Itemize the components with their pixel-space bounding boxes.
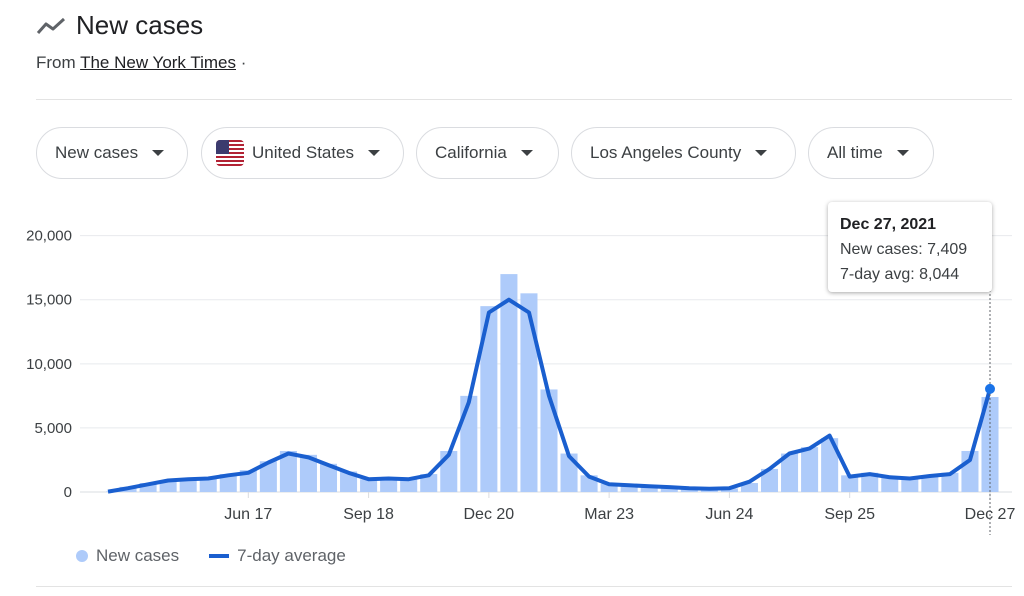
- y-tick-label: 15,000: [26, 292, 72, 309]
- state-dropdown-label: California: [435, 143, 507, 162]
- chart-legend: New cases 7-day average: [76, 546, 346, 566]
- cases-bar[interactable]: [720, 488, 738, 492]
- header: New cases: [36, 10, 203, 41]
- source-line: From The New York Times ·: [36, 53, 246, 73]
- cases-bar[interactable]: [520, 293, 538, 492]
- cases-bar[interactable]: [400, 479, 418, 492]
- cases-bar[interactable]: [861, 472, 879, 492]
- cases-bar[interactable]: [500, 274, 518, 492]
- county-dropdown[interactable]: Los Angeles County: [571, 127, 796, 179]
- cases-bar[interactable]: [881, 476, 899, 492]
- cases-bar[interactable]: [340, 471, 358, 492]
- x-tick-label: Dec 20: [464, 506, 515, 523]
- time-range-dropdown[interactable]: All time: [808, 127, 934, 179]
- metric-dropdown[interactable]: New cases: [36, 127, 188, 179]
- tooltip-date: Dec 27, 2021: [840, 216, 937, 233]
- country-dropdown[interactable]: United States: [201, 127, 404, 179]
- cases-bar[interactable]: [420, 474, 438, 492]
- cases-bar[interactable]: [299, 454, 317, 492]
- cases-bar[interactable]: [660, 486, 678, 492]
- y-tick-label: 5,000: [34, 420, 72, 437]
- cases-bar[interactable]: [921, 475, 939, 492]
- cases-bar[interactable]: [981, 397, 999, 492]
- cases-bar[interactable]: [259, 461, 277, 492]
- chevron-down-icon: [755, 150, 768, 156]
- x-tick-label: Jun 17: [224, 506, 272, 523]
- x-tick-label: Mar 23: [584, 506, 634, 523]
- legend-line-swatch: [209, 554, 230, 558]
- y-tick-label: 10,000: [26, 356, 72, 373]
- cases-bar[interactable]: [540, 389, 558, 492]
- county-dropdown-label: Los Angeles County: [590, 143, 742, 162]
- divider-top: [36, 99, 1012, 100]
- cases-bar[interactable]: [380, 477, 398, 492]
- cases-bar[interactable]: [941, 472, 959, 492]
- x-tick-label: Sep 25: [824, 506, 875, 523]
- cases-bar[interactable]: [219, 474, 237, 492]
- cases-bar[interactable]: [781, 453, 799, 492]
- tooltip-new-cases: New cases: 7,409: [840, 241, 968, 258]
- cases-chart[interactable]: 0 5,000 10,000 15,000 20,000 Jun 17 Sep 18 Dec…: [0, 195, 1024, 535]
- cases-bar[interactable]: [179, 479, 197, 492]
- legend-bars-label: New cases: [96, 546, 180, 565]
- cases-bar[interactable]: [159, 480, 177, 492]
- y-tick-label: 0: [64, 484, 72, 501]
- cases-bar[interactable]: [740, 483, 758, 492]
- cases-bar[interactable]: [640, 485, 658, 492]
- chevron-down-icon: [896, 150, 909, 156]
- cases-bar[interactable]: [801, 447, 819, 492]
- cases-bar[interactable]: [620, 484, 638, 492]
- chevron-down-icon: [520, 150, 533, 156]
- cases-bar[interactable]: [901, 477, 919, 492]
- cases-bar[interactable]: [279, 450, 297, 492]
- source-link[interactable]: The New York Times: [80, 53, 236, 72]
- source-prefix: From: [36, 53, 76, 72]
- state-dropdown[interactable]: California: [416, 127, 559, 179]
- data-tooltip: Dec 27, 2021 New cases: 7,409 7-day avg:…: [828, 202, 992, 292]
- cases-bar[interactable]: [239, 470, 257, 492]
- x-tick-label: Sep 18: [343, 506, 394, 523]
- cases-bar[interactable]: [139, 483, 157, 492]
- cases-bar[interactable]: [760, 468, 779, 492]
- source-suffix: ·: [240, 53, 247, 72]
- chevron-down-icon: [152, 150, 165, 156]
- cases-bar[interactable]: [199, 477, 217, 492]
- cases-bar[interactable]: [319, 463, 338, 492]
- cases-bar[interactable]: [600, 483, 618, 492]
- x-tick-label: Jun 24: [705, 506, 753, 523]
- page-title: New cases: [76, 10, 204, 40]
- time-range-dropdown-label: All time: [827, 143, 883, 162]
- cases-bar[interactable]: [460, 395, 478, 492]
- y-tick-label: 20,000: [26, 228, 72, 245]
- metric-dropdown-label: New cases: [55, 143, 139, 162]
- cases-bar[interactable]: [360, 479, 378, 492]
- cases-bar[interactable]: [821, 438, 839, 492]
- legend-bars-swatch: [76, 550, 88, 562]
- us-flag-icon: [216, 140, 244, 166]
- hover-point: [985, 383, 995, 394]
- chevron-down-icon: [368, 150, 381, 156]
- country-dropdown-label: United States: [252, 143, 355, 162]
- cases-bar[interactable]: [480, 306, 498, 492]
- tooltip-average: 7-day avg: 8,044: [840, 266, 960, 283]
- cases-bar[interactable]: [841, 475, 859, 492]
- legend-line-label: 7-day average: [237, 546, 346, 565]
- cases-bar[interactable]: [560, 453, 578, 492]
- trending-line-icon: [36, 17, 66, 34]
- seven-day-average-line: [107, 297, 992, 494]
- divider-bottom: [36, 586, 1012, 587]
